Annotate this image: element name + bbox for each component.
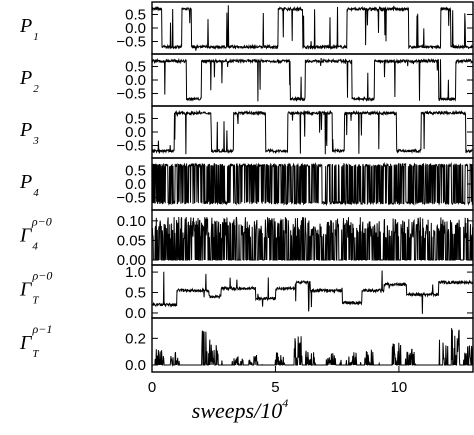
series-trace-p3 <box>151 109 474 155</box>
y-tick-label: 0.0 <box>125 305 146 322</box>
x-tick-label: 10 <box>391 379 408 396</box>
y-tick-label: 0.10 <box>117 213 146 230</box>
series-trace-gt1 <box>152 328 473 367</box>
y-tick-label: −0.5 <box>116 86 146 103</box>
y-tick-label: 0.5 <box>125 110 146 127</box>
x-axis-label: sweeps/104 <box>192 396 288 423</box>
x-tick-label: 0 <box>148 379 156 396</box>
panel-p4: 0.50.0−0.5 P4 <box>19 157 474 211</box>
panel-frame <box>151 317 474 373</box>
y-tick-label: 0.0 <box>125 72 146 89</box>
series-trace-g4 <box>151 216 474 261</box>
panel-p2: 0.50.0−0.5 P2 <box>19 53 474 107</box>
y-tick-label: 0.5 <box>125 6 146 23</box>
y-tick-label: 1.0 <box>125 264 146 281</box>
panel-p1: 0.50.0−0.5 P1 <box>19 1 474 55</box>
panel-gt1: 0.2 0.0 ΓTρ−1 <box>19 317 474 374</box>
y-tick-label: 0.0 <box>125 124 146 141</box>
panel-label: ΓTρ−0 <box>19 269 52 307</box>
y-tick-label: 0.00 <box>117 252 146 269</box>
series-trace-gt0 <box>151 270 474 314</box>
series-trace-p2 <box>151 57 474 103</box>
panel-label: P1 <box>19 15 39 43</box>
y-tick-label: −0.5 <box>116 34 146 51</box>
panel-gt0: 1.0 0.5 0.0 ΓTρ−0 <box>19 264 474 322</box>
y-tick-label: −0.5 <box>116 138 146 155</box>
x-tick-label: 5 <box>271 379 279 396</box>
panels: 0.50.0−0.5P10.50.0−0.5P20.50.0−0.5P30.50… <box>19 1 474 374</box>
series-trace-p1 <box>151 5 474 51</box>
y-tick-label: 0.0 <box>125 357 146 374</box>
y-tick-label: 0.0 <box>125 20 146 37</box>
panel-label: Γ4ρ−0 <box>19 215 52 253</box>
panel-label: P4 <box>19 171 39 199</box>
panel-label: ΓTρ−1 <box>19 322 52 360</box>
panel-label: P2 <box>19 67 39 95</box>
y-tick-label: 0.5 <box>125 58 146 75</box>
series-trace-p4 <box>151 161 474 207</box>
panel-label: P3 <box>19 119 39 147</box>
y-tick-label: 0.0 <box>125 176 146 193</box>
y-tick-label: 0.5 <box>125 285 146 302</box>
x-axis: 0 5 10 <box>148 366 407 396</box>
y-tick-label: 0.05 <box>117 232 146 249</box>
panel-p3: 0.50.0−0.5 P3 <box>19 105 474 159</box>
y-tick-label: 0.2 <box>125 330 146 347</box>
y-tick-label: −0.5 <box>116 190 146 207</box>
panel-g4: 0.10 0.05 0.00 Γ4ρ−0 <box>19 209 474 269</box>
y-tick-label: 0.5 <box>125 162 146 179</box>
